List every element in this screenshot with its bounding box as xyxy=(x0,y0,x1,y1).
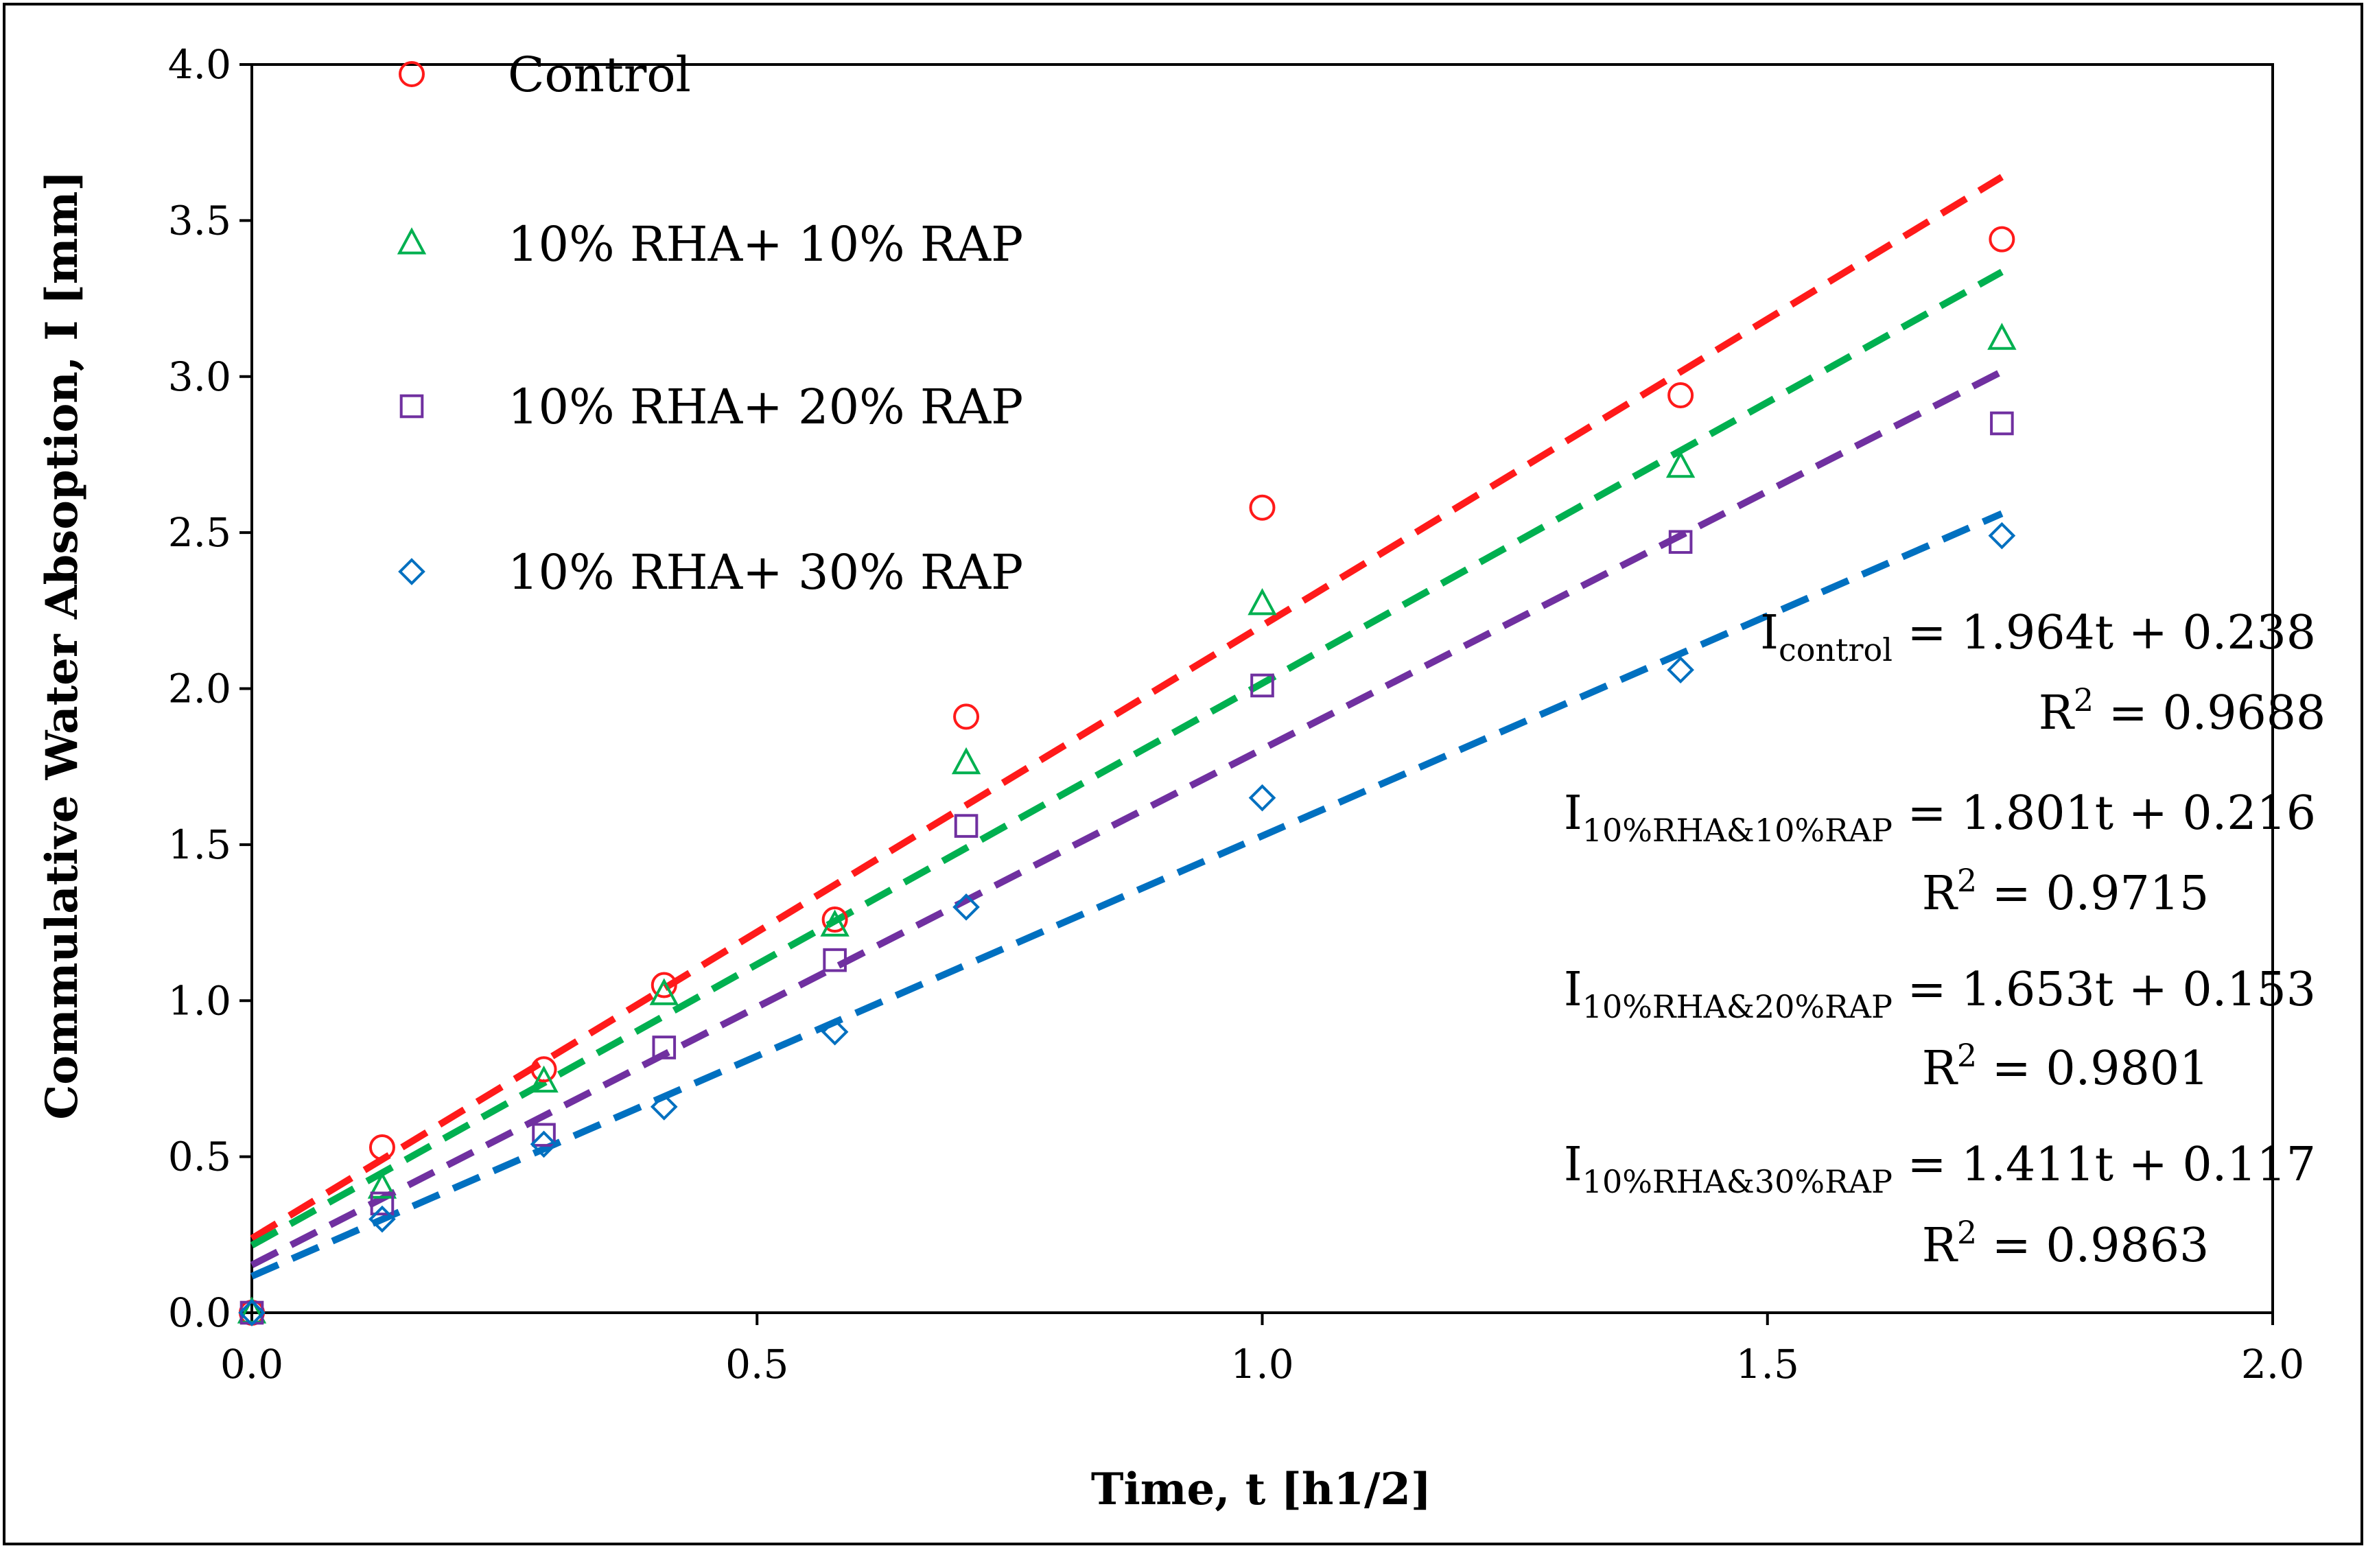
y-tick-label: 2.5 xyxy=(168,509,231,556)
data-point-series-3 xyxy=(1668,530,1693,554)
data-point-series-1 xyxy=(368,1134,395,1160)
legend-label-series-3: 10% RHA+ 20% RAP xyxy=(508,379,1023,435)
equation-series-4: I10%RHA&30%RAP = 1.411t + 0.117 xyxy=(1564,1138,2316,1200)
x-axis-title: Time, t [h1/2] xyxy=(1091,1464,1431,1515)
data-point-series-2 xyxy=(649,978,679,1005)
legend-marker-series-4 xyxy=(398,558,425,585)
r-squared-series-2: R2 = 0.9715 xyxy=(1922,862,2210,921)
data-point-series-4 xyxy=(650,1093,678,1121)
legend-marker-series-1 xyxy=(399,61,425,87)
x-tick-label: 0.0 xyxy=(220,1341,283,1388)
data-point-series-3 xyxy=(1250,673,1274,698)
x-tick-label: 0.5 xyxy=(725,1341,788,1388)
data-point-series-2 xyxy=(1248,587,1277,616)
data-point-series-4 xyxy=(530,1130,558,1158)
equations: Icontrol = 1.964t + 0.238 R2 = 0.9688 I10%… xyxy=(1564,606,2326,1273)
chart-outer-border xyxy=(3,3,2363,1545)
x-tick-label: 2.0 xyxy=(2241,1341,2304,1388)
trendline-series-3 xyxy=(250,368,2004,1268)
data-point-series-1 xyxy=(1249,494,1276,521)
data-point-series-2 xyxy=(820,909,850,937)
data-point-series-3 xyxy=(652,1035,677,1060)
y-axis-ticks: 0.0 0.5 1.0 1.5 2.0 2.5 3.0 3.5 4.0 xyxy=(168,41,252,1336)
data-point-series-4 xyxy=(368,1205,396,1233)
data-point-series-1 xyxy=(821,906,848,933)
legend-marker-series-2 xyxy=(397,227,427,255)
x-tick-label: 1.0 xyxy=(1230,1341,1293,1388)
data-point-series-3 xyxy=(1990,411,2014,436)
legend: Control 10% RHA+ 10% RAP 10% RHA+ 20% RAP 1… xyxy=(397,47,1023,600)
data-point-series-4 xyxy=(1248,784,1276,812)
y-axis-title: Commulative Water Absoption, I [mm] xyxy=(36,170,88,1119)
data-point-series-1 xyxy=(651,972,677,998)
y-tick-label: 0.5 xyxy=(168,1134,231,1180)
data-point-series-3 xyxy=(532,1123,556,1147)
data-point-series-2 xyxy=(367,1171,397,1199)
y-tick-label: 1.0 xyxy=(168,977,231,1024)
data-points xyxy=(237,226,2017,1326)
data-point-series-1 xyxy=(1989,226,2015,253)
data-point-series-2 xyxy=(1987,323,2017,350)
data-point-series-2 xyxy=(1665,450,1696,478)
data-point-series-4 xyxy=(821,1018,849,1046)
data-point-series-3 xyxy=(370,1191,395,1216)
data-point-series-4 xyxy=(1667,656,1694,684)
data-point-series-4 xyxy=(238,1299,266,1326)
equation-series-3: I10%RHA&20%RAP = 1.653t + 0.153 xyxy=(1564,963,2316,1025)
data-point-series-1 xyxy=(1667,382,1694,409)
trendlines xyxy=(250,174,2004,1280)
y-tick-label: 4.0 xyxy=(168,41,231,88)
data-point-series-4 xyxy=(952,893,980,921)
y-tick-label: 1.5 xyxy=(168,821,231,868)
data-point-series-3 xyxy=(823,948,847,972)
trendline-series-4 xyxy=(250,510,2004,1280)
y-tick-label: 3.0 xyxy=(168,353,231,400)
y-tick-label: 3.5 xyxy=(168,197,231,244)
x-tick-label: 1.5 xyxy=(1736,1341,1799,1388)
y-tick-label: 0.0 xyxy=(168,1289,231,1336)
equation-series-1: Icontrol = 1.964t + 0.238 xyxy=(1760,606,2316,668)
data-point-series-2 xyxy=(529,1065,559,1093)
equation-series-2: I10%RHA&10%RAP = 1.801t + 0.216 xyxy=(1564,786,2316,849)
data-point-series-4 xyxy=(1988,522,2016,550)
data-point-series-1 xyxy=(530,1056,557,1083)
r-squared-series-1: R2 = 0.9688 xyxy=(2039,681,2326,740)
legend-label-series-2: 10% RHA+ 10% RAP xyxy=(508,216,1023,272)
r-squared-series-3: R2 = 0.9801 xyxy=(1922,1037,2210,1096)
y-tick-label: 2.0 xyxy=(168,666,231,712)
trendline-series-2 xyxy=(250,268,2004,1249)
legend-label-series-4: 10% RHA+ 30% RAP xyxy=(508,544,1023,600)
data-point-series-2 xyxy=(951,747,981,775)
legend-marker-series-3 xyxy=(399,394,424,419)
legend-label-series-1: Control xyxy=(508,47,691,103)
x-axis-ticks: 0.0 0.5 1.0 1.5 2.0 xyxy=(220,1313,2304,1388)
data-point-series-3 xyxy=(954,814,979,838)
trendline-series-1 xyxy=(250,174,2004,1242)
data-point-series-1 xyxy=(953,703,980,730)
r-squared-series-4: R2 = 0.9863 xyxy=(1922,1214,2210,1273)
